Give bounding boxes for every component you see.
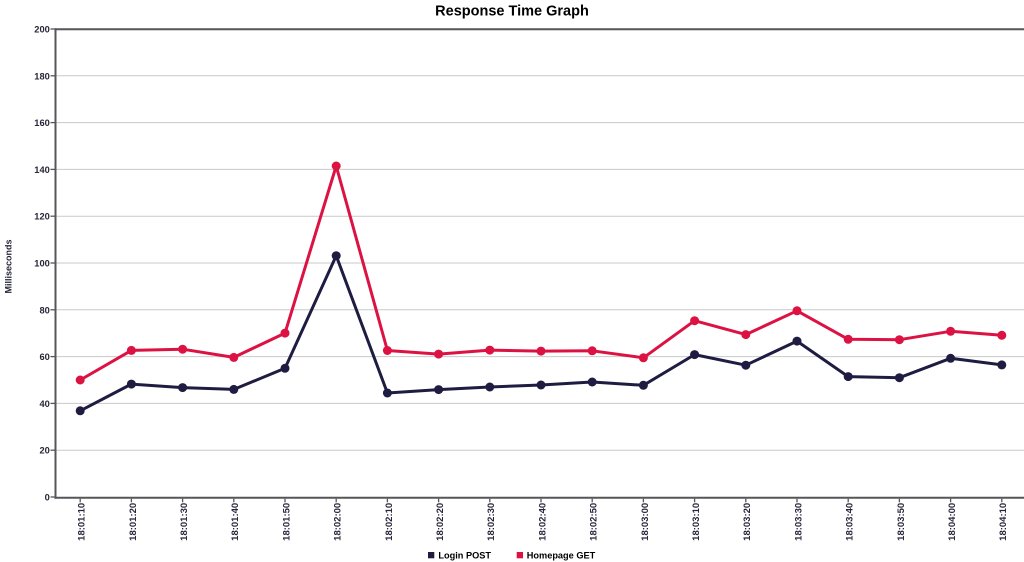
svg-text:18:01:10: 18:01:10 — [77, 503, 88, 541]
svg-text:18:03:20: 18:03:20 — [742, 503, 753, 541]
svg-text:18:01:30: 18:01:30 — [179, 503, 190, 541]
svg-text:180: 180 — [34, 71, 50, 81]
svg-text:18:02:50: 18:02:50 — [589, 503, 600, 541]
svg-text:80: 80 — [39, 305, 49, 315]
svg-text:20: 20 — [39, 446, 49, 456]
svg-text:18:02:40: 18:02:40 — [537, 503, 548, 541]
svg-text:Response Time Graph: Response Time Graph — [435, 4, 589, 20]
svg-text:160: 160 — [34, 118, 50, 128]
svg-text:Login POST: Login POST — [438, 550, 491, 560]
svg-text:18:03:00: 18:03:00 — [640, 503, 651, 541]
svg-text:18:01:40: 18:01:40 — [230, 503, 241, 541]
svg-text:0: 0 — [45, 493, 50, 503]
svg-text:18:03:30: 18:03:30 — [793, 503, 804, 541]
svg-text:120: 120 — [34, 212, 50, 222]
svg-text:200: 200 — [34, 25, 50, 35]
svg-text:18:02:00: 18:02:00 — [333, 503, 344, 541]
svg-text:100: 100 — [34, 259, 50, 269]
svg-text:18:02:30: 18:02:30 — [486, 503, 497, 541]
svg-text:Milliseconds: Milliseconds — [4, 239, 14, 293]
svg-text:40: 40 — [39, 399, 49, 409]
svg-text:18:01:20: 18:01:20 — [128, 503, 139, 541]
svg-text:Homepage GET: Homepage GET — [527, 550, 596, 560]
svg-text:18:04:10: 18:04:10 — [998, 503, 1009, 541]
svg-text:18:02:10: 18:02:10 — [384, 503, 395, 541]
svg-text:18:03:40: 18:03:40 — [845, 503, 856, 541]
svg-text:18:03:10: 18:03:10 — [691, 503, 702, 541]
svg-text:18:04:00: 18:04:00 — [947, 503, 958, 541]
svg-text:60: 60 — [39, 352, 49, 362]
svg-text:140: 140 — [34, 165, 50, 175]
svg-text:18:01:50: 18:01:50 — [281, 503, 292, 541]
svg-text:18:02:20: 18:02:20 — [435, 503, 446, 541]
svg-text:18:03:50: 18:03:50 — [896, 503, 907, 541]
